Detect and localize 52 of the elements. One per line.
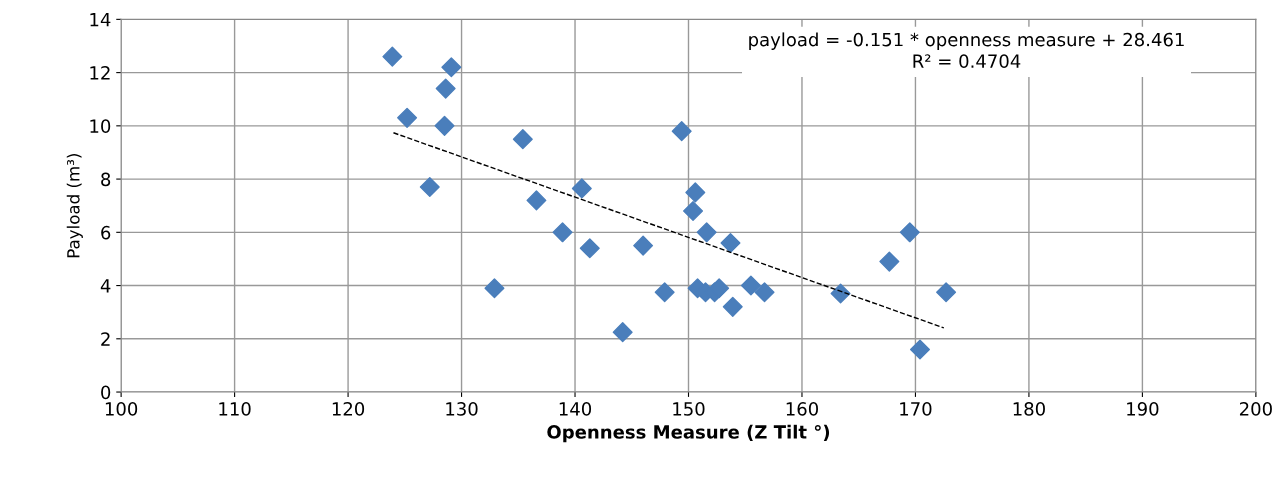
point xyxy=(435,78,456,99)
y-tick-label: 12 xyxy=(90,66,110,80)
point xyxy=(654,282,675,303)
x-tick-label: 120 xyxy=(332,402,365,416)
point xyxy=(671,121,692,142)
x-tick-label: 100 xyxy=(105,402,138,416)
x-tick-label: 140 xyxy=(559,402,592,416)
x-tick-label: 110 xyxy=(219,402,251,416)
point xyxy=(830,283,851,304)
point xyxy=(441,57,462,78)
point xyxy=(683,201,704,222)
point xyxy=(720,232,741,253)
point xyxy=(740,275,761,296)
point xyxy=(685,182,706,203)
x-tick-label: 150 xyxy=(673,402,705,416)
y-tick-label: 6 xyxy=(101,225,111,240)
point xyxy=(936,282,957,303)
point xyxy=(397,107,418,128)
annotation: payload = -0.151 * openness measure + 28.461 xyxy=(749,32,1184,50)
y-axis-title: Payload (m³) xyxy=(66,154,83,258)
y-tick-label: 4 xyxy=(100,279,111,293)
point xyxy=(512,129,533,150)
point xyxy=(899,222,920,243)
x-tick-label: 200 xyxy=(1239,402,1272,416)
point xyxy=(382,46,403,67)
x-tick-label: 190 xyxy=(1127,402,1159,416)
point xyxy=(419,177,440,198)
point xyxy=(696,222,717,243)
point xyxy=(571,178,592,199)
y-tick-label: 10 xyxy=(90,119,111,133)
annotation: R² = 0.4704 xyxy=(913,54,1021,68)
point xyxy=(709,278,730,299)
point xyxy=(552,222,573,243)
point xyxy=(909,339,931,360)
y-tick-label: 2 xyxy=(101,332,110,346)
point xyxy=(722,296,743,317)
x-tick-label: 160 xyxy=(786,402,819,416)
y-tick-label: 8 xyxy=(101,172,111,187)
point xyxy=(754,282,775,303)
point xyxy=(434,115,455,136)
point xyxy=(879,251,900,272)
x-tick-label: 180 xyxy=(1013,402,1045,416)
x-tick-label: 130 xyxy=(446,402,478,416)
point xyxy=(484,278,505,299)
point xyxy=(633,235,654,256)
x-axis-title: Openness Measure (Z Tilt °) xyxy=(547,424,830,443)
x-tick-label: 170 xyxy=(900,402,932,416)
point xyxy=(579,238,600,259)
point xyxy=(612,322,633,343)
y-tick-label: 0 xyxy=(101,385,111,400)
y-tick-label: 14 xyxy=(90,13,111,27)
point xyxy=(526,190,547,211)
